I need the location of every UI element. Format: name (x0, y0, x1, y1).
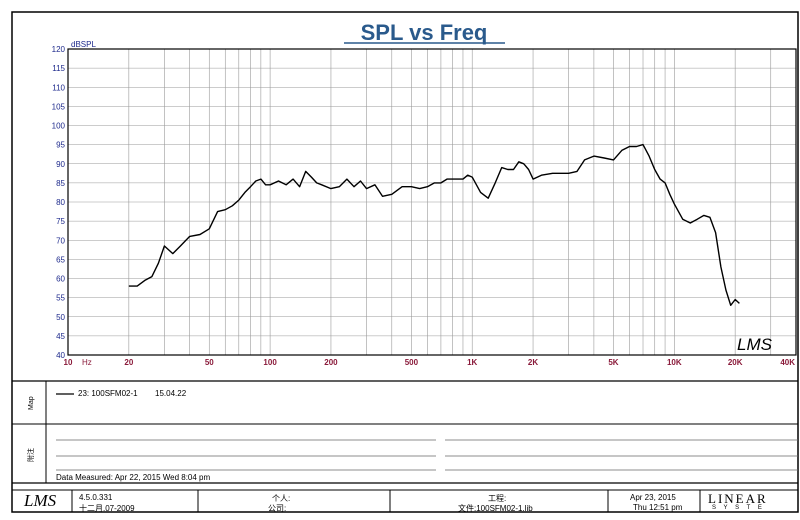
y-tick-label: 95 (56, 141, 65, 150)
chart-title: SPL vs Freq (361, 20, 488, 45)
footer-project-label: 工程: (488, 494, 507, 503)
footer-time: Thu 12:51 pm (633, 503, 683, 512)
x-tick-label: 5K (608, 358, 618, 367)
legend-entry-name: 23: 100SFM02-1 (78, 389, 138, 398)
y-axis-label: dBSPL (71, 40, 96, 49)
y-tick-labels: 40 45 50 55 60 65 70 75 80 85 90 95 100 105 110 115 120 (52, 45, 66, 360)
notes-panel-label: 附注 (26, 448, 35, 462)
x-tick-label: 1K (467, 358, 477, 367)
x-tick-label: 20K (728, 358, 743, 367)
footer-person-label: 个人: (272, 494, 291, 503)
x-tick-label: 500 (405, 358, 419, 367)
footer-lms-logo: LMS (24, 491, 57, 510)
series-lines (128, 143, 740, 306)
footer-version: 4.5.0.331 (79, 493, 113, 502)
y-tick-label: 80 (56, 198, 65, 207)
x-tick-label: 10K (667, 358, 682, 367)
x-axis-unit-label: Hz (82, 358, 92, 367)
y-tick-label: 50 (56, 313, 65, 322)
plot-watermark-logo: LMS (737, 335, 773, 354)
x-tick-label: 20 (124, 358, 133, 367)
x-tick-label: 100 (263, 358, 277, 367)
x-tick-label: 10 (64, 358, 73, 367)
footer-date: Apr 23, 2015 (630, 493, 676, 502)
y-tick-label: 110 (52, 83, 65, 92)
y-tick-label: 85 (56, 179, 65, 188)
y-tick-label: 55 (56, 294, 65, 303)
y-tick-label: 90 (56, 160, 65, 169)
x-tick-label: 2K (528, 358, 538, 367)
plot-area-border (67, 48, 797, 356)
y-tick-label: 75 (56, 217, 65, 226)
x-tick-labels: 10 20 50 100 200 500 1K 2K 5K 10K 20K 40K (64, 358, 796, 367)
x-tick-label: 40K (780, 358, 795, 367)
y-tick-label: 100 (52, 122, 66, 131)
data-measured-text: Data Measured: Apr 22, 2015 Wed 8:04 pm (56, 473, 211, 482)
outer-frame (11, 11, 799, 513)
y-tick-label: 65 (56, 255, 65, 264)
footer-file-label: 文件:100SFM02-1.lib (458, 504, 533, 513)
map-panel-label: Map (28, 396, 35, 410)
y-tick-label: 70 (56, 236, 65, 245)
footer-brand-sub: S Y S T E (712, 505, 765, 511)
footer-company-label: 公司: (268, 504, 287, 513)
y-tick-label: 45 (56, 332, 65, 341)
grid (68, 49, 796, 355)
footer-version-date: 十二月.07-2009 (79, 504, 135, 513)
y-tick-label: 60 (56, 275, 65, 284)
series-line (128, 143, 740, 306)
y-tick-label: 115 (52, 64, 65, 73)
x-tick-label: 50 (205, 358, 214, 367)
y-tick-label: 120 (52, 45, 66, 54)
footer-brand: LINEAR (708, 491, 768, 506)
legend-entry-time: 15.04.22 (155, 389, 187, 398)
y-tick-label: 105 (52, 102, 66, 111)
y-tick-label: 40 (56, 351, 65, 360)
x-tick-label: 200 (324, 358, 338, 367)
